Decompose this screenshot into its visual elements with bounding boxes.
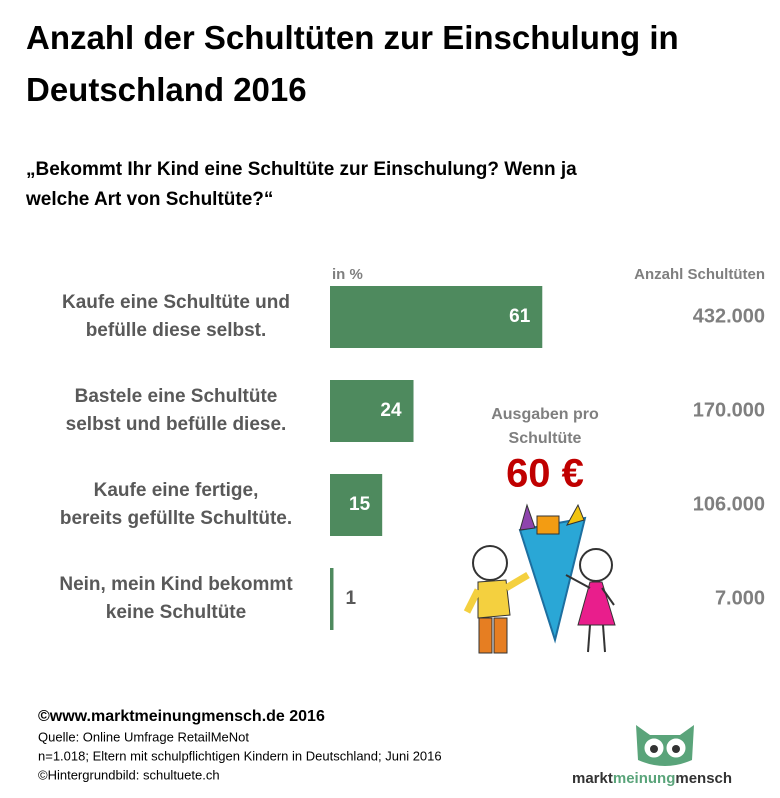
value-label: 15 xyxy=(349,494,371,515)
logo-text: marktmeinungmensch xyxy=(572,770,732,787)
category-label: Kaufe eine Schultüte und befülle diese se… xyxy=(62,292,290,341)
bar xyxy=(330,286,543,348)
value-label: 61 xyxy=(509,306,531,327)
bar xyxy=(330,474,383,536)
category-label: Kaufe eine fertige, bereits gefüllte Schu… xyxy=(60,480,292,529)
bar xyxy=(330,380,414,442)
category-label: Bastele eine Schultüte selbst und befülle… xyxy=(66,386,287,435)
value-label: 1 xyxy=(345,588,356,609)
chart-subtitle: „Bekommt Ihr Kind eine Schultüte zur Ein… xyxy=(25,159,577,210)
count-label: 170.000 xyxy=(693,399,765,421)
illustration xyxy=(463,503,616,654)
count-label: 7.000 xyxy=(715,587,765,609)
logo-owl xyxy=(636,725,694,766)
category-label: Nein, mein Kind bekommt keine Schultüte xyxy=(59,574,293,623)
unit-label: in % xyxy=(332,266,363,283)
spending-value: 60 € xyxy=(506,452,584,496)
logo-part: mensch xyxy=(675,770,732,787)
copyright: ©www.marktmeinungmensch.de 2016 xyxy=(38,708,325,725)
spending-label: Ausgaben pro Schultüte xyxy=(491,406,599,447)
count-header: Anzahl Schultüten xyxy=(634,266,765,283)
bar xyxy=(330,568,334,630)
sample: n=1.018; Eltern mit schulpflichtigen Kin… xyxy=(38,748,442,763)
value-label: 24 xyxy=(380,400,402,421)
source: Quelle: Online Umfrage RetailMeNot xyxy=(38,729,249,744)
logo-part: markt xyxy=(572,770,613,787)
logo-part: meinung xyxy=(613,770,676,787)
count-label: 432.000 xyxy=(693,305,765,327)
count-label: 106.000 xyxy=(693,493,765,515)
image-credit: ©Hintergrundbild: schultuete.ch xyxy=(38,767,220,782)
chart-title: Anzahl der Schultüten zur Einschulung in… xyxy=(26,19,679,108)
